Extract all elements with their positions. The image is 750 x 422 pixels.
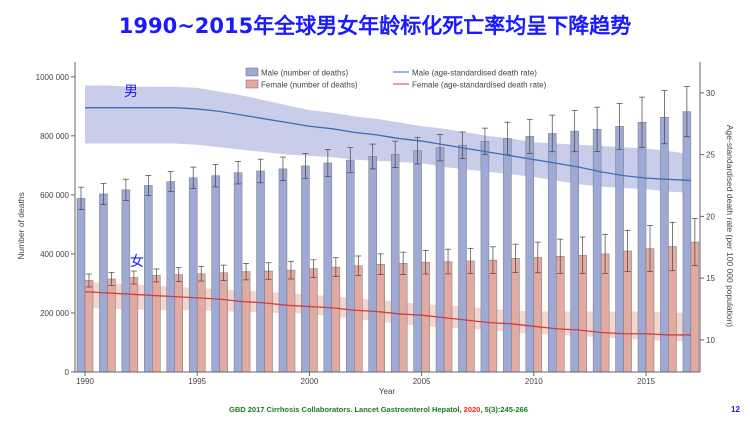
legend: Male (number of deaths) Female (number o… [245, 67, 547, 90]
male-bar [592, 129, 602, 373]
x-tick-label: 1995 [188, 377, 206, 386]
citation: GBD 2017 Cirrhosis Collaborators. Lancet… [229, 405, 528, 414]
female-bar [354, 265, 363, 373]
male-bar [525, 136, 535, 373]
citation-volume: , 5(3):245-266 [480, 405, 528, 414]
male-bar [323, 162, 333, 373]
male-bar [121, 189, 131, 373]
y-tick-label: 0 [65, 368, 70, 377]
male-bar [144, 185, 153, 373]
male-rate-line [85, 107, 691, 182]
male-bar [76, 198, 86, 373]
female-bar [533, 257, 543, 373]
legend-label-male-line: Male (age-standardised death rate) [412, 69, 537, 78]
male-bar [188, 177, 198, 373]
male-bar [547, 133, 557, 373]
female-rate-line [84, 291, 691, 336]
female-bar [196, 273, 206, 373]
x-tick-label: 2000 [301, 377, 319, 386]
y-tick-label: 800 000 [40, 132, 69, 141]
female-bar [466, 260, 475, 373]
slide-title: 1990~2015年全球男女年龄标化死亡率均呈下降趋势 [118, 14, 632, 38]
male-bar [435, 147, 445, 373]
male-bar [368, 156, 377, 373]
female-bar [152, 275, 161, 373]
y2-tick-label: 30 [706, 89, 715, 98]
male-bar [637, 121, 647, 373]
annotation-male: 男 [124, 83, 138, 99]
male-bar [233, 172, 243, 373]
y-tick-label: 200 000 [40, 309, 69, 318]
legend-label-female-bar: Female (number of deaths) [261, 81, 358, 90]
y2-tick-label: 15 [706, 274, 715, 283]
y-tick-label: 600 000 [40, 191, 69, 200]
male-uncertainty-band [85, 85, 691, 193]
x-tick-label: 1990 [76, 377, 94, 386]
y2-tick-label: 10 [706, 336, 715, 345]
legend-label-male-bar: Male (number of deaths) [261, 69, 348, 78]
female-bar [129, 277, 139, 373]
female-bar [376, 263, 385, 373]
female-bar [511, 258, 520, 373]
male-bar [256, 170, 265, 373]
female-bar [443, 261, 453, 373]
legend-label-female-line: Female (age-standardised death rate) [412, 81, 547, 90]
y2-axis-label: Age-standardised death rate (per 100 000… [725, 125, 735, 327]
male-bar [99, 193, 108, 373]
male-bar [480, 141, 490, 373]
male-bar [615, 126, 624, 373]
legend-swatch-female-bar [245, 79, 259, 89]
female-bar [398, 263, 408, 373]
chart: 0 200 000 400 000 600 000 800 000 1000 000 10 1… [16, 62, 735, 396]
male-bar [301, 165, 310, 373]
x-tick-label: 2005 [413, 377, 431, 386]
annotation-female: 女 [130, 253, 144, 269]
legend-swatch-male-bar [245, 67, 259, 77]
male-bar [346, 159, 355, 373]
female-bar [219, 272, 228, 373]
male-bar [458, 145, 467, 373]
male-bar [166, 181, 176, 373]
y-tick-label: 400 000 [40, 250, 69, 259]
male-bar [211, 175, 220, 373]
female-bar [421, 261, 430, 373]
female-bar [84, 280, 94, 373]
y2-tick-label: 20 [706, 212, 715, 221]
y2-tick-label: 25 [706, 151, 715, 160]
female-bar [286, 269, 296, 373]
citation-year: 2020 [463, 405, 481, 414]
y-tick-label: 1000 000 [36, 73, 70, 82]
female-bar [488, 259, 498, 373]
x-axis-label: Year [379, 387, 396, 396]
female-bar [309, 268, 318, 373]
page-number: 12 [731, 405, 740, 414]
female-bar [241, 271, 251, 373]
male-bar [278, 168, 288, 373]
male-bar [413, 150, 422, 373]
y-axis-label: Number of deaths [16, 192, 26, 260]
x-tick-label: 2015 [637, 377, 655, 386]
female-bar [331, 266, 341, 373]
male-bar [390, 154, 400, 373]
female-bar [264, 270, 273, 373]
female-bar [174, 274, 184, 373]
x-tick-label: 2010 [525, 377, 543, 386]
male-bar [660, 116, 669, 373]
male-bar [503, 138, 512, 373]
citation-text: GBD 2017 Cirrhosis Collaborators. Lancet… [229, 405, 464, 414]
male-bar [682, 111, 692, 373]
